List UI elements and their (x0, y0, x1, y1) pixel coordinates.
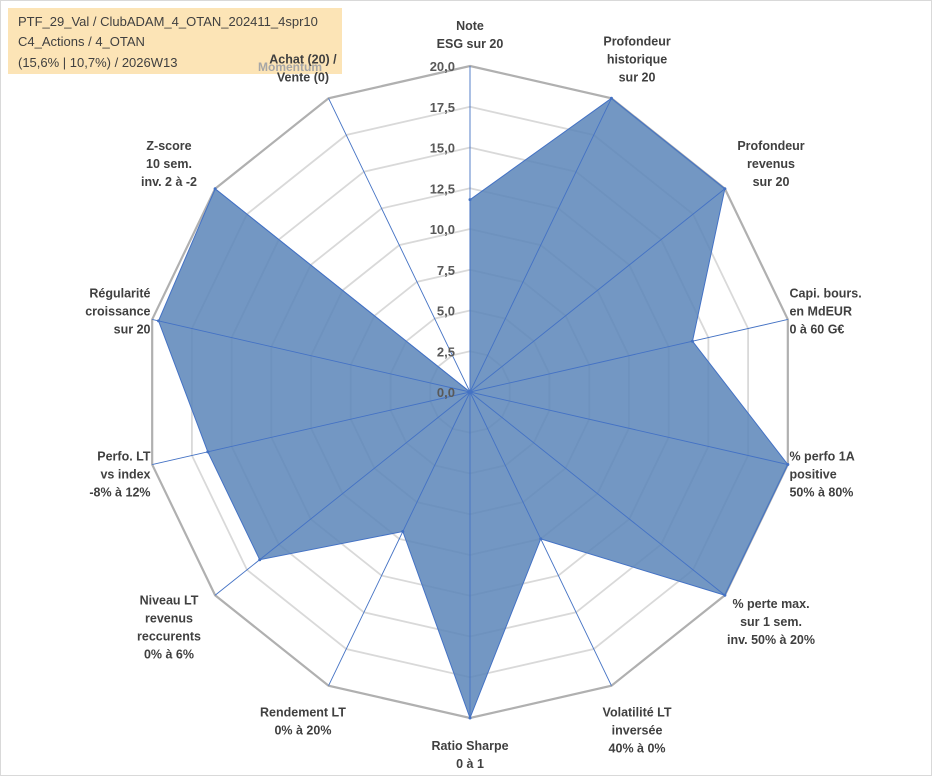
axis-label-line: croissance (85, 304, 150, 318)
axis-label: Ratio Sharpe 0 à 1 (431, 739, 508, 771)
radial-tick-label: 12,5 (430, 181, 455, 196)
data-point (723, 187, 727, 191)
data-point (157, 319, 161, 323)
axis-label: Profondeur revenus sur 20 (737, 139, 804, 189)
axis-label-line: reccurents (137, 629, 201, 643)
radial-tick-label: 15,0 (430, 141, 455, 156)
data-point (401, 530, 405, 534)
axis-label: Z-score 10 sem. inv. 2 à -2 (141, 139, 197, 189)
axis-label-line: revenus (145, 611, 193, 625)
axis-label-line: Rendement LT (260, 705, 346, 719)
axis-label-line: Note (456, 19, 484, 33)
data-point (468, 198, 472, 202)
axis-label-line: Capi. bours. (789, 286, 861, 300)
axis-label-line: positive (789, 468, 836, 482)
axis-label-line: 0 à 60 G€ (789, 322, 844, 336)
axis-spoke (152, 391, 471, 465)
axis-label-line: inversée (612, 723, 663, 737)
axis-label-line: revenus (747, 157, 795, 171)
axis-label-line: Niveau LT (140, 593, 199, 607)
performance-week-label: (15,6% | 10,7%) / 2026W13 (18, 55, 178, 70)
axis-label-line: sur 1 sem. (740, 615, 802, 629)
momentum-label: Momentum (258, 60, 322, 74)
axis-label-line: 0% à 20% (274, 723, 331, 737)
axis-label-line: Volatilité LT (603, 705, 672, 719)
axis-spoke (328, 391, 471, 686)
data-point (539, 537, 543, 541)
portfolio-title: PTF_29_Val / ClubADAM_4_OTAN_202411_4spr… (18, 14, 318, 29)
axis-label: % perte max. sur 1 sem. inv. 50% à 20% (727, 597, 815, 647)
axis-spoke (214, 391, 471, 596)
axis-label-line: sur 20 (114, 322, 151, 336)
axis-label: Achat (20) / Vente (0) (269, 53, 337, 85)
axis-spoke (469, 391, 788, 465)
axis-label-line: % perte max. (732, 597, 809, 611)
axis-label-line: % perfo 1A (789, 450, 854, 464)
axis-spoke (469, 188, 726, 393)
axis-label: % perfo 1A positive 50% à 80% (789, 450, 854, 500)
axis-label-line: Z-score (146, 139, 191, 153)
data-point (609, 96, 613, 100)
data-point (468, 390, 472, 394)
axis-label: Rendement LT 0% à 20% (260, 705, 346, 737)
axis-label-line: sur 20 (753, 175, 790, 189)
axis-label-line: Ratio Sharpe (431, 739, 508, 753)
axis-label: Perfo. LT vs index -8% à 12% (89, 450, 151, 500)
axis-label-line: historique (607, 53, 667, 67)
axis-label-line: inv. 2 à -2 (141, 175, 197, 189)
axis-label-line: 10 sem. (146, 157, 192, 171)
axis-label-line: 40% à 0% (609, 741, 666, 755)
axis-label: Niveau LT revenus reccurents 0% à 6% (137, 593, 201, 661)
axis-label: Volatilité LT inversée 40% à 0% (603, 705, 672, 755)
radial-tick-label: 7,5 (437, 263, 455, 278)
axis-label-line: inv. 50% à 20% (727, 633, 815, 647)
axis-label: Capi. bours. en MdEUR 0 à 60 G€ (789, 286, 861, 336)
axis-label: Profondeur historique sur 20 (603, 35, 670, 85)
radial-tick-label: 2,5 (437, 344, 455, 359)
data-point (468, 716, 472, 720)
axis-label-line: Profondeur (603, 35, 670, 49)
axis-label-line: en MdEUR (789, 304, 852, 318)
axis-label-line: vs index (100, 468, 150, 482)
data-point (723, 593, 727, 597)
axis-label-line: Vente (0) (277, 71, 329, 85)
axis-label-line: Régularité (89, 286, 150, 300)
axis-label-line: 0 à 1 (456, 757, 484, 771)
data-point (258, 558, 262, 562)
data-point (206, 450, 210, 454)
radial-tick-label: 10,0 (430, 222, 455, 237)
info-box: PTF_29_Val / ClubADAM_4_OTAN_202411_4spr… (8, 8, 342, 74)
axis-label-line: ESG sur 20 (437, 37, 504, 51)
data-point (786, 463, 790, 467)
axis-spoke (469, 319, 788, 393)
radial-tick-label: 0,0 (437, 385, 455, 400)
axis-spoke (469, 391, 726, 596)
radial-tick-label: 20,0 (430, 59, 455, 74)
axis-label-line: -8% à 12% (89, 486, 150, 500)
axis-spoke (469, 98, 612, 393)
axis-label: Régularité croissance sur 20 (85, 286, 150, 336)
radial-tick-label: 5,0 (437, 304, 455, 319)
radial-tick-label: 17,5 (430, 100, 455, 115)
category-label: C4_Actions / 4_OTAN (18, 34, 145, 49)
axis-spoke (328, 98, 471, 393)
data-point (213, 187, 217, 191)
axis-label-line: 0% à 6% (144, 647, 194, 661)
axis-label-line: Achat (20) / (269, 53, 337, 67)
axis-label-line: Profondeur (737, 139, 804, 153)
axis-spoke (152, 319, 471, 393)
axis-label-line: 50% à 80% (789, 486, 853, 500)
axis-spoke (214, 188, 471, 393)
axis-label: Note ESG sur 20 (437, 19, 504, 51)
axis-label-line: sur 20 (619, 71, 656, 85)
axis-label-line: Perfo. LT (97, 450, 151, 464)
data-point (690, 339, 694, 343)
